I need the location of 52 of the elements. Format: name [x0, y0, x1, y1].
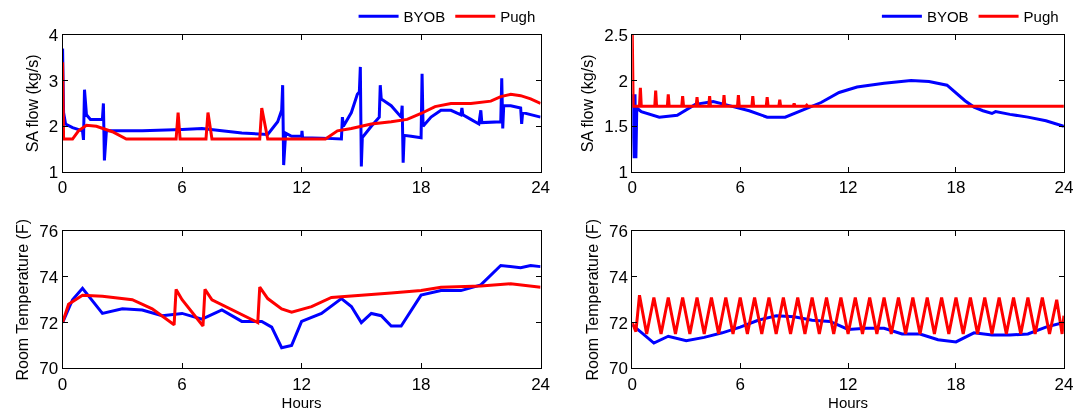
x-tick-label: 12 — [838, 374, 858, 394]
y-tick-label: 76 — [608, 222, 628, 242]
x-tick-label: 18 — [411, 178, 431, 198]
line-series — [632, 293, 1064, 336]
line-series — [632, 34, 1064, 108]
y-tick-label: 74 — [608, 267, 628, 287]
x-tick-label: 24 — [1054, 374, 1074, 394]
y-tick-label: 72 — [39, 313, 59, 333]
x-tick-label: 0 — [627, 374, 638, 394]
legend-label: BYOB — [403, 8, 446, 26]
y-axis-title: Room Temperature (F) — [583, 218, 601, 381]
legend-label: Pugh — [1023, 8, 1059, 26]
x-tick-label: 0 — [627, 178, 638, 198]
x-tick-label: 24 — [531, 374, 551, 394]
y-tick-label: 70 — [608, 359, 628, 379]
x-tick-label: 6 — [177, 178, 187, 198]
x-tick-label: 24 — [1054, 178, 1074, 198]
y-tick-label: 74 — [39, 267, 59, 287]
x-tick-label: 12 — [838, 178, 858, 198]
x-tick-label: 18 — [946, 178, 966, 198]
y-tick-label: 70 — [39, 359, 59, 379]
y-tick-label: 1 — [48, 162, 59, 182]
line-series — [62, 47, 541, 168]
y-axis-title: SA flow (kg/s) — [579, 54, 597, 153]
x-tick-label: 0 — [57, 178, 68, 198]
line-series — [62, 282, 541, 328]
legend-label: Pugh — [500, 8, 536, 26]
x-tick-label: 24 — [531, 178, 551, 198]
x-tick-label: 6 — [735, 178, 745, 198]
y-tick-label: 1.5 — [604, 117, 628, 137]
x-tick-label: 18 — [411, 374, 431, 394]
y-tick-label: 2 — [48, 117, 59, 137]
x-axis-title: Hours — [281, 393, 322, 411]
y-tick-label: 2.5 — [604, 25, 628, 45]
x-tick-label: 18 — [946, 374, 966, 394]
line-series — [632, 79, 1064, 160]
line-series — [62, 60, 541, 141]
x-tick-label: 12 — [292, 374, 312, 394]
x-axis-title: Hours — [828, 393, 869, 411]
x-tick-label: 6 — [735, 374, 745, 394]
y-tick-label: 2 — [618, 71, 628, 91]
y-axis-title: SA flow (kg/s) — [23, 54, 41, 153]
x-tick-label: 6 — [177, 374, 187, 394]
y-tick-label: 3 — [48, 71, 59, 91]
y-tick-label: 1 — [618, 162, 628, 182]
y-axis-title: Room Temperature (F) — [14, 218, 32, 381]
x-tick-label: 12 — [292, 178, 312, 198]
x-tick-label: 0 — [57, 374, 68, 394]
y-tick-label: 76 — [39, 222, 59, 242]
y-tick-label: 4 — [48, 25, 59, 45]
y-tick-label: 72 — [608, 313, 628, 333]
legend-label: BYOB — [926, 8, 969, 26]
